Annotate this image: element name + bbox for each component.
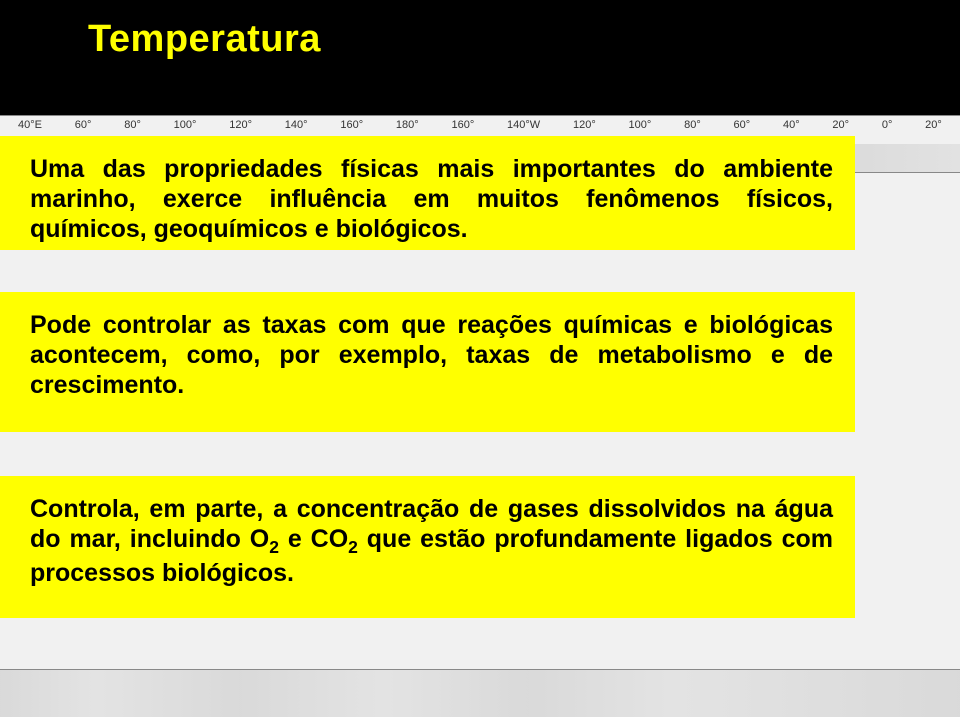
coastline-hint-bottom: [0, 670, 960, 717]
longitude-tick: 0°: [882, 119, 893, 131]
longitude-tick: 180°: [396, 119, 419, 131]
longitude-tick: 20°: [832, 119, 849, 131]
p3-subscript-o2: 2: [269, 537, 279, 557]
longitude-tick: 80°: [124, 119, 141, 131]
paragraph-2: Pode controlar as taxas com que reações …: [30, 310, 833, 400]
longitude-tick: 120°: [573, 119, 596, 131]
p3-subscript-co2: 2: [348, 537, 358, 557]
longitude-tick: 120°: [229, 119, 252, 131]
text-panel-1: Uma das propriedades físicas mais import…: [0, 136, 855, 250]
longitude-tick: 40°: [783, 119, 800, 131]
longitude-tick: 160°: [340, 119, 363, 131]
p3-text-mid: e CO: [279, 525, 348, 553]
text-panel-3: Controla, em parte, a concentração de ga…: [0, 476, 855, 618]
header-bar: Temperatura: [0, 0, 960, 115]
longitude-tick: 20°: [925, 119, 942, 131]
text-panel-2: Pode controlar as taxas com que reações …: [0, 292, 855, 432]
longitude-tick: 140°W: [507, 119, 540, 131]
paragraph-1: Uma das propriedades físicas mais import…: [30, 154, 833, 244]
longitude-tick: 60°: [734, 119, 751, 131]
longitude-tick: 100°: [629, 119, 652, 131]
longitude-tick: 60°: [75, 119, 92, 131]
longitude-tick-row: 40°E 60° 80° 100° 120° 140° 160° 180° 160° 140°W 1…: [0, 119, 960, 131]
longitude-tick: 140°: [285, 119, 308, 131]
map-strip-bottom: [0, 669, 960, 717]
longitude-tick: 40°E: [18, 119, 42, 131]
longitude-tick: 100°: [174, 119, 197, 131]
longitude-tick: 160°: [451, 119, 474, 131]
paragraph-3: Controla, em parte, a concentração de ga…: [30, 494, 833, 588]
page-title: Temperatura: [88, 18, 960, 61]
longitude-tick: 80°: [684, 119, 701, 131]
